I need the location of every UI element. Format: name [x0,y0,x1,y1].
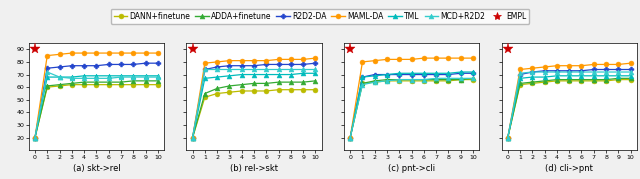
X-axis label: (b) rel->skt: (b) rel->skt [230,164,278,173]
X-axis label: (d) cli->pnt: (d) cli->pnt [545,164,593,173]
Legend: DANN+finetune, ADDA+finetune, R2D2-DA, MAML-DA, TML, MCD+R2D2, EMPL: DANN+finetune, ADDA+finetune, R2D2-DA, M… [111,9,529,24]
X-axis label: (a) skt->rel: (a) skt->rel [72,164,120,173]
X-axis label: (c) pnt->cli: (c) pnt->cli [388,164,435,173]
